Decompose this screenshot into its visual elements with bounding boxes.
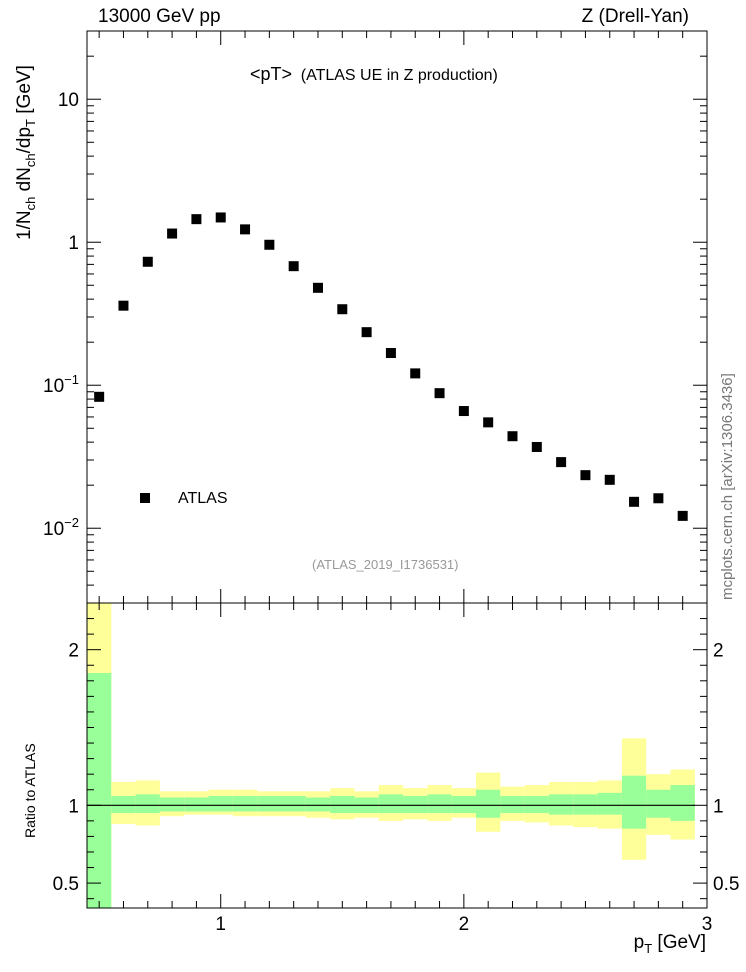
data-point-atlas — [677, 510, 688, 521]
ratio-inner-band-bin — [330, 795, 355, 814]
main-panel-markers — [94, 212, 688, 521]
x-axis-label: pT [GeV] — [634, 932, 706, 956]
data-point-atlas — [410, 368, 421, 379]
ratio-inner-band-bin — [646, 789, 671, 818]
x-label-p: p — [633, 932, 645, 953]
axis-ticks — [87, 30, 708, 908]
data-point-atlas — [264, 239, 275, 250]
ratio-inner-band-bin — [135, 794, 160, 814]
data-point-atlas — [653, 493, 664, 504]
legend-marker-square — [140, 493, 150, 503]
y-tick-label-ratio-left: 1 — [68, 796, 79, 817]
data-point-atlas — [629, 496, 640, 507]
y-label-sub-ch: ch — [22, 196, 38, 211]
x-label-sub-t: T — [644, 940, 653, 956]
data-point-atlas — [531, 441, 542, 452]
ratio-inner-band-bin — [427, 794, 452, 814]
axes-frames — [86, 30, 708, 909]
header-process-label: Z (Drell-Yan) — [581, 6, 689, 27]
legend-entry-atlas: ATLAS — [178, 490, 228, 507]
data-point-atlas — [434, 388, 445, 399]
y-label-sub-t: T — [22, 119, 38, 127]
ratio-inner-band-bin — [597, 792, 622, 815]
side-credit-label: mcplots.cern.ch [arXiv:1306.3436] — [719, 373, 736, 600]
data-point-atlas — [191, 214, 202, 225]
data-point-atlas — [458, 406, 469, 417]
data-point-atlas — [483, 417, 494, 428]
ratio-inner-band-bin — [670, 785, 695, 821]
x-label-unit: [GeV] — [657, 932, 706, 953]
ratio-inner-band-bin — [451, 795, 477, 814]
y-tick-label-ratio-left: 2 — [68, 641, 79, 662]
ratio-inner-band-bin — [476, 789, 501, 818]
ratio-inner-band-bin — [111, 795, 136, 814]
ratio-panel-bands — [87, 603, 695, 908]
plot-title: <pT> (ATLAS UE in Z production) — [250, 64, 498, 85]
ratio-inner-band-bin — [378, 794, 404, 814]
x-tick-label: 3 — [702, 914, 713, 935]
ratio-inner-band-bin — [548, 794, 574, 815]
y-tick-label-ratio-right: 2 — [713, 641, 724, 662]
axis-tick-labels: 10−2 10−1 1 10 0.5 0.5 1 1 2 2 1 2 3 — [43, 90, 739, 935]
x-tick-label: 1 — [215, 914, 226, 935]
ratio-inner-band-bin — [305, 797, 331, 812]
data-point-atlas — [142, 256, 153, 267]
y-tick-label-main: 10 — [58, 90, 79, 111]
y-tick-label-ratio-right: 0.5 — [713, 874, 739, 895]
data-point-atlas — [556, 457, 567, 468]
data-point-atlas — [337, 304, 348, 315]
plot-title-sub: (ATLAS UE in Z production) — [300, 67, 498, 84]
y-label-part-b: dN — [14, 167, 35, 192]
data-point-atlas — [507, 431, 518, 442]
ratio-inner-band-bin — [208, 795, 233, 812]
y-label-part-c: /dp — [14, 126, 35, 154]
data-point-atlas — [215, 212, 226, 223]
ratio-y-axis-label: Ratio to ATLAS — [22, 743, 38, 838]
data-point-atlas — [94, 391, 105, 402]
data-point-atlas — [385, 348, 396, 359]
data-point-atlas — [312, 282, 323, 293]
data-point-atlas — [604, 474, 615, 485]
ratio-inner-band-bin — [500, 795, 525, 814]
plot-title-main: <pT> — [250, 64, 293, 84]
y-label-unit: [GeV] — [14, 65, 35, 114]
ratio-inner-band-bin — [159, 797, 185, 812]
ratio-inner-band-bin — [524, 795, 549, 814]
y-tick-label-main: 1 — [68, 233, 79, 254]
data-point-atlas — [118, 300, 129, 311]
ratio-inner-band-bin — [281, 795, 306, 812]
ratio-inner-band-bin — [403, 795, 428, 814]
ratio-inner-band-bin — [232, 795, 258, 812]
analysis-id-label: (ATLAS_2019_I1736531) — [312, 557, 459, 572]
data-point-atlas — [361, 327, 372, 338]
ratio-inner-band-bin — [87, 673, 112, 908]
y-tick-label-main: 10−1 — [43, 372, 79, 397]
y-tick-label-ratio-left: 0.5 — [53, 874, 79, 895]
ratio-inner-band-bin — [184, 797, 209, 812]
data-point-atlas — [288, 261, 299, 272]
ratio-inner-band-bin — [621, 775, 647, 829]
ratio-inner-band-bin — [573, 794, 598, 815]
ratio-panel-frame — [86, 602, 708, 909]
x-tick-label: 2 — [459, 914, 470, 935]
main-panel-frame — [86, 30, 708, 604]
data-point-atlas — [580, 470, 591, 481]
header-collision-label: 13000 GeV pp — [98, 6, 221, 27]
y-tick-label-ratio-right: 1 — [713, 796, 724, 817]
y-label-sub-ch2: ch — [22, 153, 38, 168]
data-point-atlas — [240, 224, 251, 235]
data-point-atlas — [167, 228, 178, 239]
y-tick-label-main: 10−2 — [43, 515, 79, 540]
y-label-part-a: 1/N — [14, 210, 35, 240]
ratio-inner-band-bin — [257, 795, 282, 812]
main-y-axis-label: 1/Nch dNch/dpT [GeV] — [14, 65, 38, 240]
